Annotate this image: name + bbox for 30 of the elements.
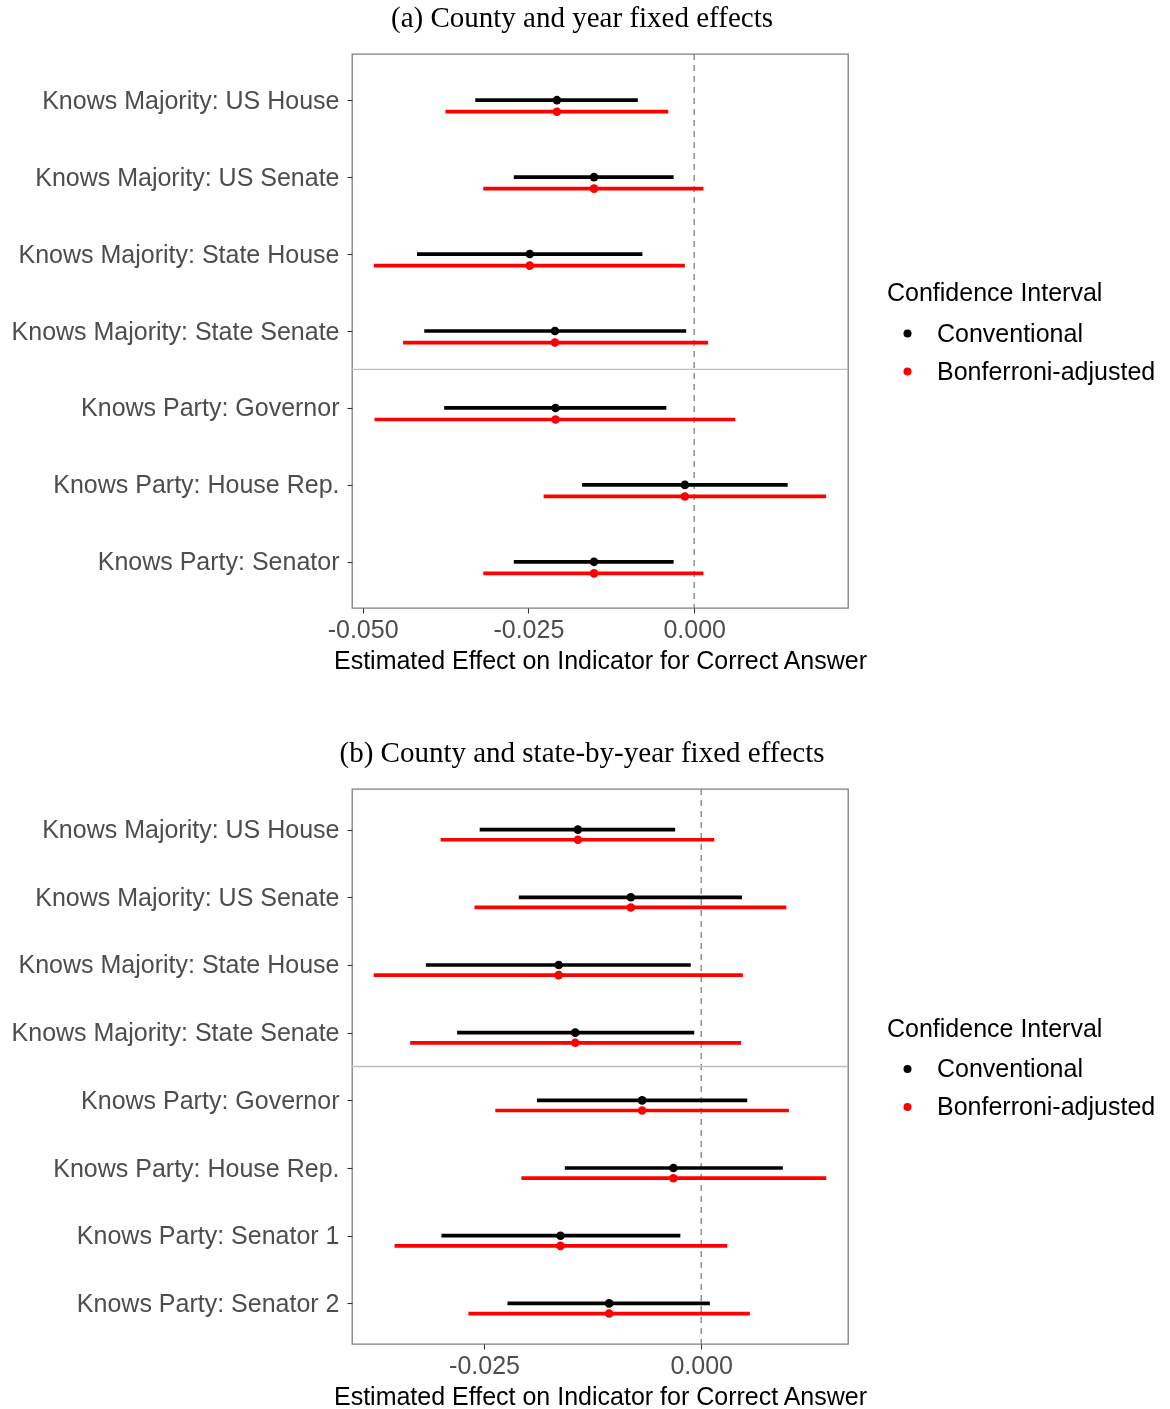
y-tick-label: Knows Party: Senator 1 xyxy=(76,1221,340,1250)
y-tick-label: Knows Party: Governor xyxy=(81,1085,340,1114)
legend-title: Confidence Interval xyxy=(887,1013,1103,1042)
y-tick-label: Knows Party: Governor xyxy=(81,393,340,422)
x-axis-title: Estimated Effect on Indicator for Correct Answer xyxy=(333,645,868,674)
legend-label: Conventional xyxy=(937,1054,1083,1082)
y-tick-label: Knows Majority: State House xyxy=(18,950,340,979)
legend-title: Confidence Interval xyxy=(887,278,1103,306)
y-tick-label: Knows Majority: State House xyxy=(18,239,340,268)
y-tick-label: Knows Party: House Rep. xyxy=(53,1153,340,1182)
y-tick-label: Knows Majority: US Senate xyxy=(35,162,340,191)
y-tick-label: Knows Majority: US Senate xyxy=(35,882,340,911)
x-tick-label: -0.050 xyxy=(327,614,399,643)
y-tick-label: Knows Party: House Rep. xyxy=(53,470,340,499)
legend-label: Bonferroni-adjusted xyxy=(937,1092,1156,1120)
y-tick-label: Knows Majority: US House xyxy=(42,815,340,844)
x-tick-label: -0.025 xyxy=(493,614,565,643)
y-tick-label: Knows Party: Senator xyxy=(97,547,340,576)
chart-title: (a) County and year fixed effects xyxy=(391,1,773,35)
y-tick-label: Knows Majority: State Senate xyxy=(11,1018,340,1047)
legend-label: Bonferroni-adjusted xyxy=(937,356,1156,385)
chart-title: (b) County and state-by-year fixed effects xyxy=(339,736,825,770)
x-tick-label: 0.000 xyxy=(663,614,726,643)
x-axis-title: Estimated Effect on Indicator for Correct Answer xyxy=(333,1381,868,1409)
y-tick-label: Knows Majority: State Senate xyxy=(11,316,340,345)
legend-label: Conventional xyxy=(937,318,1083,347)
y-tick-label: Knows Party: Senator 2 xyxy=(76,1288,340,1317)
x-tick-label: 0.000 xyxy=(670,1350,733,1379)
y-tick-label: Knows Majority: US House xyxy=(42,85,340,114)
x-tick-label: -0.025 xyxy=(449,1350,520,1379)
